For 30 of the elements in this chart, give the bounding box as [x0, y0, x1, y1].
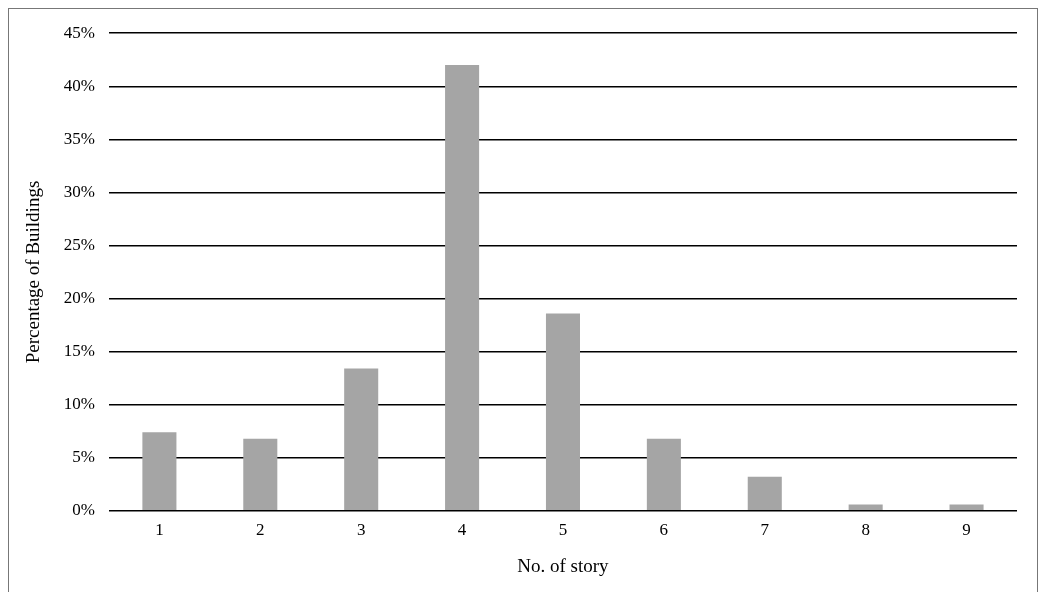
y-tick-label: 30%: [63, 181, 95, 201]
y-axis-title: Percentage of Buildings: [22, 180, 44, 364]
x-tick-label: 9: [962, 520, 971, 540]
y-tick-label: 15%: [63, 341, 95, 361]
bar: [848, 504, 883, 511]
bar: [545, 313, 581, 511]
x-tick-label: 7: [760, 520, 770, 540]
y-tick-label: 10%: [63, 394, 95, 414]
x-tick-label: 1: [155, 520, 164, 540]
y-tick-label: 40%: [63, 75, 95, 95]
y-tick-label: 25%: [63, 234, 95, 254]
x-axis-title: No. of story: [517, 554, 610, 576]
y-tick-label: 0%: [72, 500, 95, 520]
x-tick-label: 8: [861, 520, 870, 540]
bar: [445, 65, 480, 511]
y-tick-label: 45%: [63, 22, 95, 42]
bar: [949, 504, 984, 511]
x-tick-label: 2: [256, 520, 265, 540]
x-tick-label: 6: [659, 520, 669, 540]
bar: [747, 476, 782, 511]
x-tick-label: 3: [356, 520, 366, 540]
bar: [344, 368, 379, 511]
bar: [646, 438, 681, 511]
y-tick-label: 20%: [63, 288, 95, 307]
y-tick-label: 5%: [72, 447, 95, 467]
bar: [142, 432, 177, 511]
y-tick-label: 35%: [63, 128, 95, 148]
x-tick-label: 4: [457, 520, 467, 540]
bar: [243, 438, 278, 511]
x-tick-label: 5: [558, 520, 568, 540]
